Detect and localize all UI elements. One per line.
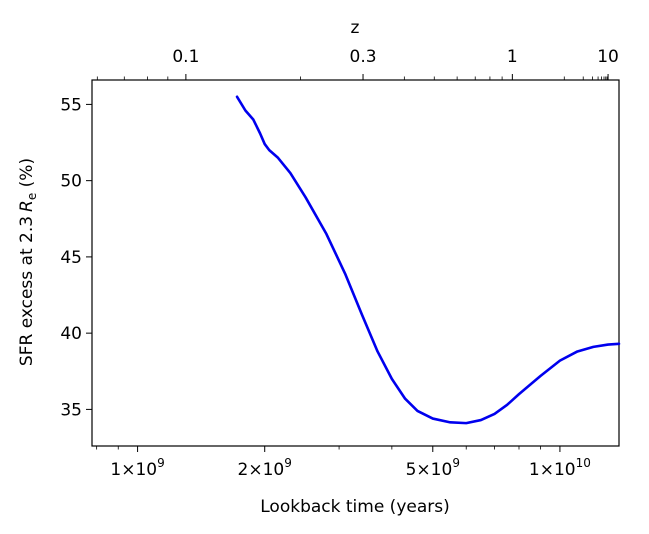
y-axis-label: SFR excess at 2.3 Re (%) <box>17 158 39 366</box>
x-tick-exponent: 9 <box>284 456 292 470</box>
y-axis-label-suffix: (%) <box>17 158 37 193</box>
x-tick-label: 5×109 <box>406 456 460 480</box>
x-tick-label: 1×109 <box>110 456 164 480</box>
series-layer <box>235 95 621 425</box>
x-tick-mantissa: 5×10 <box>406 460 453 480</box>
x-axis-label: Lookback time (years) <box>260 497 449 517</box>
y-tick-label: 45 <box>60 248 82 268</box>
x-tick-mantissa: 1×10 <box>110 460 157 480</box>
axes-layer <box>91 79 620 447</box>
top-tick-label: 10 <box>597 47 619 67</box>
x-tick-exponent: 9 <box>452 456 460 470</box>
top-axis-label: z <box>351 18 360 38</box>
x-tick-label: 1×1010 <box>529 456 591 480</box>
y-tick-label: 40 <box>60 324 82 344</box>
plot-frame <box>91 79 620 447</box>
y-tick-label: 50 <box>60 172 82 192</box>
x-tick-label: 2×109 <box>238 456 292 480</box>
x-tick-mantissa: 1×10 <box>529 460 576 480</box>
y-tick-label: 55 <box>60 95 82 115</box>
y-axis-label-symbol: R <box>17 200 37 212</box>
top-tick-label: 0.1 <box>172 47 199 67</box>
sfr-excess-line <box>235 95 621 425</box>
top-tick-label: 1 <box>507 47 518 67</box>
x-tick-mantissa: 2×10 <box>238 460 285 480</box>
x-tick-exponent: 9 <box>157 456 165 470</box>
y-axis-label-subscript: e <box>25 193 39 200</box>
top-tick-label: 0.3 <box>350 47 377 67</box>
y-tick-label: 35 <box>60 400 82 420</box>
x-tick-exponent: 10 <box>576 456 591 470</box>
y-axis-label-prefix: SFR excess at 2.3 <box>17 216 37 366</box>
